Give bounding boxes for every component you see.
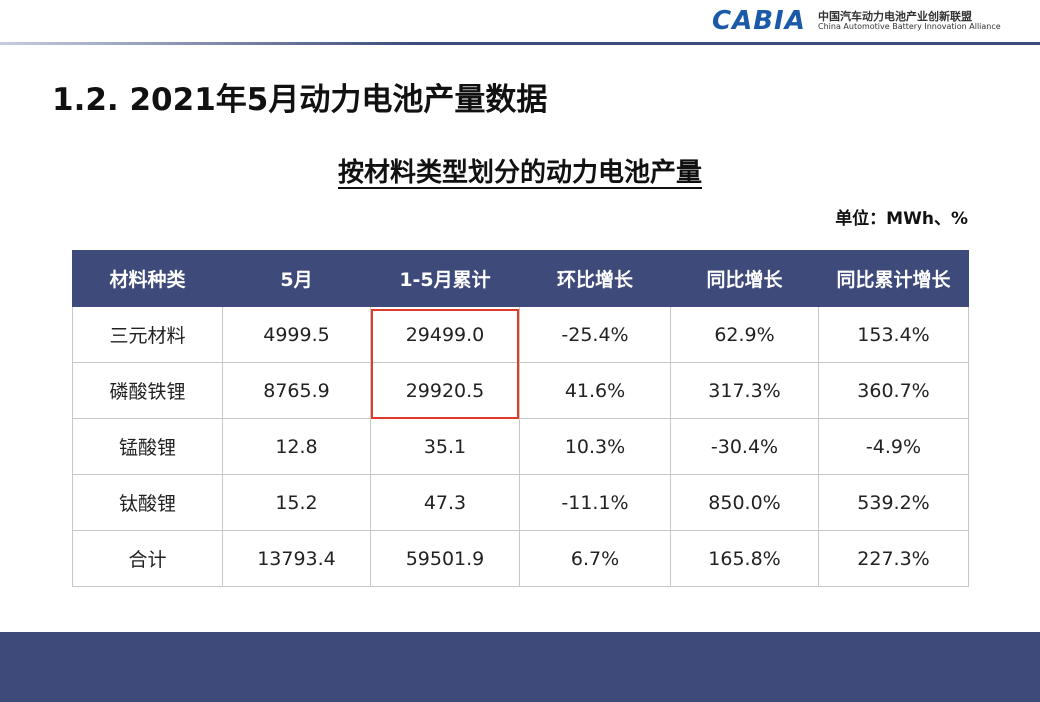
cell: -11.1% xyxy=(519,474,671,531)
cell: 12.8 xyxy=(222,418,371,475)
header-cell: 1-5月累计 xyxy=(370,250,520,307)
highlight-box xyxy=(371,309,519,419)
cell: 13793.4 xyxy=(222,530,371,587)
cell: 6.7% xyxy=(519,530,671,587)
header-row: 材料种类 5月 1-5月累计 环比增长 同比增长 同比累计增长 xyxy=(72,250,969,307)
cell: 41.6% xyxy=(519,362,671,419)
header-cell: 同比累计增长 xyxy=(818,250,969,307)
cell: 29920.5 xyxy=(370,362,520,419)
row-label: 锰酸锂 xyxy=(72,418,223,475)
cell: 59501.9 xyxy=(370,530,520,587)
header-line xyxy=(0,42,1040,45)
org-name: 中国汽车动力电池产业创新联盟 xyxy=(818,10,972,23)
row-label: 三元材料 xyxy=(72,306,223,363)
cell: 317.3% xyxy=(670,362,819,419)
data-table: 材料种类 5月 1-5月累计 环比增长 同比增长 同比累计增长 三元材料 4999.5 2949… xyxy=(72,250,969,587)
table-row: 三元材料 4999.5 29499.0 -25.4% 62.9% 153.4% xyxy=(72,306,969,363)
table-row: 磷酸铁锂 8765.9 29920.5 41.6% 317.3% 360.7% xyxy=(72,362,969,419)
cell: 153.4% xyxy=(818,306,969,363)
cell: 62.9% xyxy=(670,306,819,363)
cell: 15.2 xyxy=(222,474,371,531)
logo: CABIA xyxy=(712,6,806,36)
cell: -30.4% xyxy=(670,418,819,475)
header-cell: 同比增长 xyxy=(670,250,819,307)
unit-note: 单位：MWh、% xyxy=(835,209,968,229)
cell: 165.8% xyxy=(670,530,819,587)
table-row: 钛酸锂 15.2 47.3 -11.1% 850.0% 539.2% xyxy=(72,474,969,531)
table-row: 锰酸锂 12.8 35.1 10.3% -30.4% -4.9% xyxy=(72,418,969,475)
org-name-en: China Automotive Battery Innovation Alli… xyxy=(818,22,1001,31)
cell: 360.7% xyxy=(818,362,969,419)
cell: 850.0% xyxy=(670,474,819,531)
cell: 227.3% xyxy=(818,530,969,587)
cell: 35.1 xyxy=(370,418,520,475)
table-title: 按材料类型划分的动力电池产量 xyxy=(337,158,702,188)
header-cell: 环比增长 xyxy=(519,250,671,307)
header-cell: 5月 xyxy=(222,250,371,307)
row-label: 磷酸铁锂 xyxy=(72,362,223,419)
cell: 47.3 xyxy=(370,474,520,531)
cell: 4999.5 xyxy=(222,306,371,363)
footer-band xyxy=(0,632,1040,702)
cell: -25.4% xyxy=(519,306,671,363)
slide-title: 1.2. 2021年5月动力电池产量数据 xyxy=(52,82,548,118)
cell: 8765.9 xyxy=(222,362,371,419)
table-row: 合计 13793.4 59501.9 6.7% 165.8% 227.3% xyxy=(72,530,969,587)
cell: 29499.0 xyxy=(370,306,520,363)
cell: 539.2% xyxy=(818,474,969,531)
header-cell: 材料种类 xyxy=(72,250,223,307)
cell: -4.9% xyxy=(818,418,969,475)
row-label: 钛酸锂 xyxy=(72,474,223,531)
cell: 10.3% xyxy=(519,418,671,475)
row-label: 合计 xyxy=(72,530,223,587)
